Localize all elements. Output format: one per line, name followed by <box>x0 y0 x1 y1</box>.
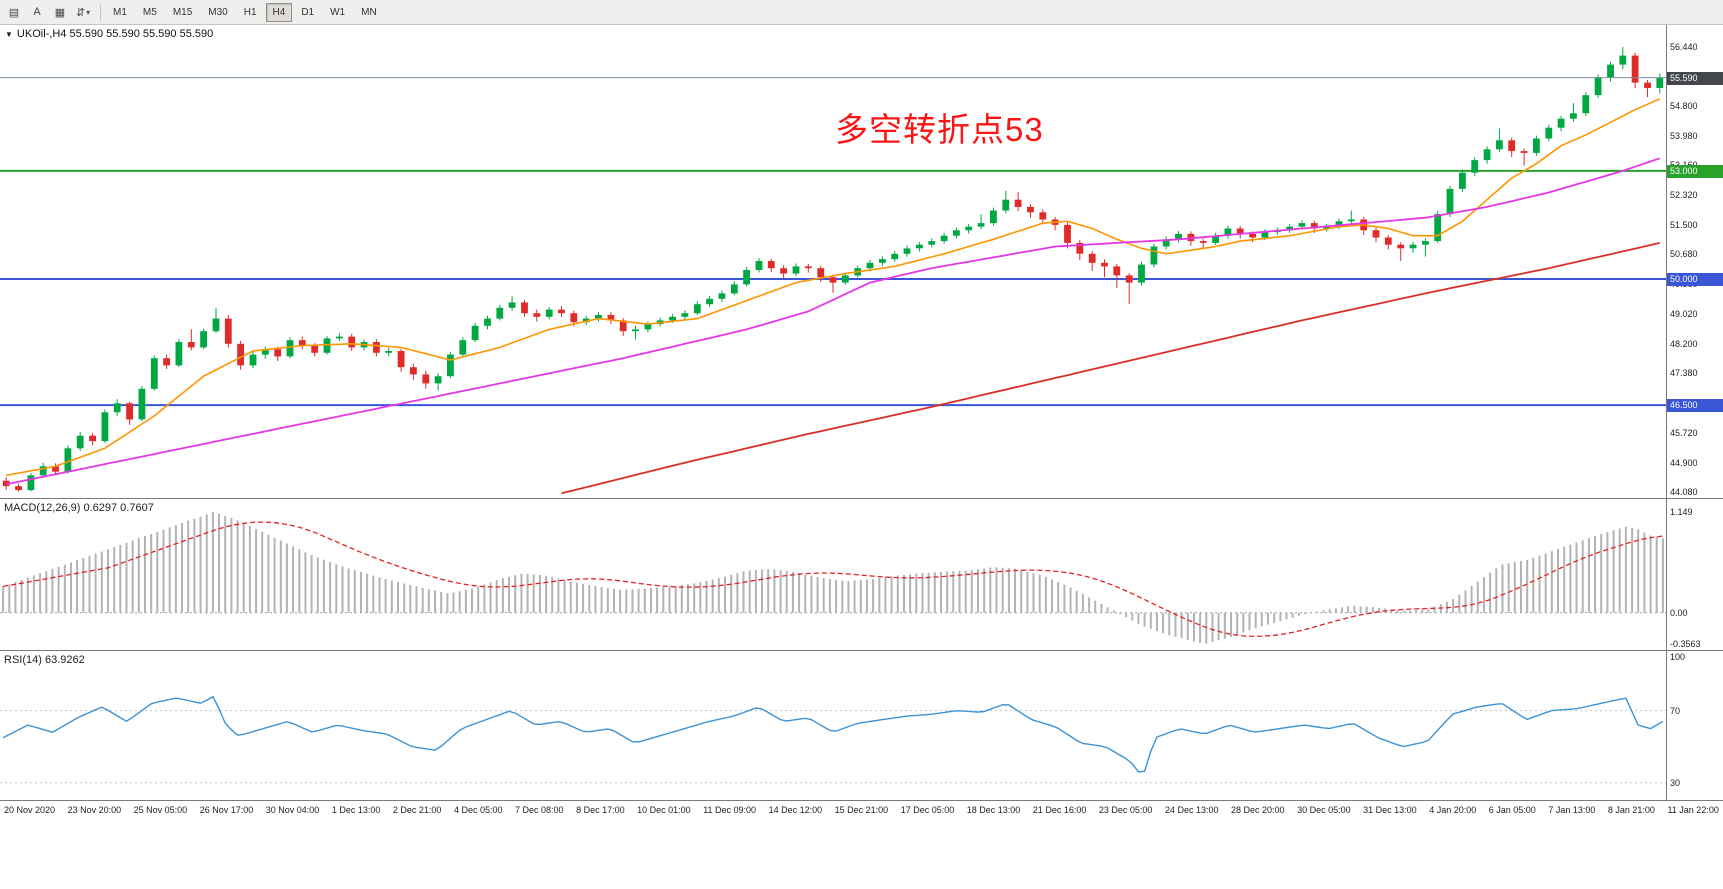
timeframe-h4[interactable]: H4 <box>265 2 293 22</box>
timeframe-m30[interactable]: M30 <box>208 6 228 18</box>
time-label: 8 Dec 17:00 <box>576 805 625 815</box>
timeframe-m5[interactable]: M5 <box>142 6 157 18</box>
chart-symbol-header: ▼ UKOil-,H4 55.590 55.590 55.590 55.590 <box>5 28 213 40</box>
price-tick: 52.320 <box>1670 190 1698 201</box>
rsi-chart[interactable] <box>0 651 1666 800</box>
price-badge-50.000: 50.000 <box>1667 272 1723 286</box>
time-label: 4 Jan 20:00 <box>1429 805 1477 815</box>
timeframe-w1[interactable]: W1 <box>330 6 346 18</box>
time-label: 15 Dec 21:00 <box>834 805 889 815</box>
time-label: 24 Dec 13:00 <box>1164 805 1219 815</box>
price-tick: 44.900 <box>1670 457 1698 468</box>
price-tick: 51.500 <box>1670 219 1698 230</box>
macd-tick: -0.3563 <box>1670 639 1701 650</box>
time-axis[interactable]: 20 Nov 2020 23 Nov 20:00 25 Nov 05:00 26 No… <box>0 801 1723 823</box>
menu-button[interactable]: ▤ <box>3 2 25 23</box>
time-label: 7 Dec 08:00 <box>515 805 564 815</box>
timeframe-m15[interactable]: M15 <box>172 6 193 18</box>
rsi-header: RSI(14) 63.9262 <box>4 654 85 666</box>
timeframe-buttons: M1 M5 M15 M30 H1 H4 D1 W1 MN <box>106 2 386 22</box>
rsi-panel[interactable]: RSI(14) 63.9262 100 70 30 <box>0 651 1723 801</box>
price-badge-55.590: 55.590 <box>1667 71 1723 85</box>
zigzag-icon: ⇵ <box>75 6 86 19</box>
price-tick: 53.980 <box>1670 130 1698 141</box>
price-tick: 50.680 <box>1670 249 1698 260</box>
candlestick-chart[interactable] <box>0 25 1666 498</box>
price-badge-46.500: 46.500 <box>1667 399 1723 413</box>
time-label: 23 Dec 05:00 <box>1098 805 1153 815</box>
time-label: 6 Jan 05:00 <box>1488 805 1536 815</box>
rsi-tick: 30 <box>1670 777 1681 788</box>
time-label: 28 Dec 20:00 <box>1231 805 1285 815</box>
macd-header: MACD(12,26,9) 0.6297 0.7607 <box>4 502 154 514</box>
price-badge-53.000: 53.000 <box>1667 164 1723 178</box>
timeframe-h1[interactable]: H1 <box>243 6 257 18</box>
main-chart-panel[interactable]: ▼ UKOil-,H4 55.590 55.590 55.590 55.590 多… <box>0 25 1723 499</box>
timeframe-d1[interactable]: D1 <box>301 6 315 18</box>
macd-tick: 1.149 <box>1670 506 1693 517</box>
macd-panel[interactable]: MACD(12,26,9) 0.6297 0.7607 1.149 0.00 -0.… <box>0 499 1723 651</box>
rsi-axis[interactable]: 100 70 30 <box>1666 651 1723 800</box>
letter-a-button[interactable]: A <box>33 6 41 18</box>
time-label: 10 Dec 01:00 <box>637 805 691 815</box>
price-tick: 47.380 <box>1670 368 1698 379</box>
time-label: 18 Dec 13:00 <box>966 805 1021 815</box>
rsi-tick: 70 <box>1670 705 1681 716</box>
toolbar-separator <box>100 3 101 21</box>
time-label: 7 Jan 13:00 <box>1548 805 1596 815</box>
timeframe-mn[interactable]: MN <box>361 6 377 18</box>
menu-icon: ▤ <box>8 6 20 19</box>
macd-chart[interactable] <box>0 499 1666 650</box>
time-label: 8 Jan 21:00 <box>1607 805 1655 815</box>
toolbar: ▤ A ▦ ⇵ ▾ M1 M5 M15 M30 H1 H4 D1 W1 MN <box>0 0 1723 25</box>
time-label: 25 Nov 05:00 <box>133 805 188 815</box>
caret-down-icon: ▾ <box>86 7 91 17</box>
price-tick: 44.080 <box>1670 487 1698 498</box>
time-label: 26 Nov 17:00 <box>199 805 254 815</box>
time-label: 4 Dec 05:00 <box>453 805 503 815</box>
time-label: 1 Dec 13:00 <box>331 805 381 815</box>
time-label: 11 Dec 09:00 <box>703 805 757 815</box>
time-label: 31 Dec 13:00 <box>1363 805 1417 815</box>
macd-tick: 0.00 <box>1670 607 1688 618</box>
grid-button[interactable]: ▦ <box>49 2 71 23</box>
price-tick: 48.200 <box>1670 338 1698 349</box>
time-label: 17 Dec 05:00 <box>900 805 955 815</box>
timeframe-m1[interactable]: M1 <box>113 6 127 18</box>
price-tick: 56.440 <box>1670 41 1698 52</box>
time-label: 23 Nov 20:00 <box>67 805 122 815</box>
indicator-dropdown-button[interactable]: ⇵ ▾ <box>72 2 94 23</box>
price-tick: 49.020 <box>1670 309 1698 320</box>
time-label: 2 Dec 21:00 <box>392 805 442 815</box>
chart-header-text: UKOil-,H4 55.590 55.590 55.590 55.590 <box>16 28 214 40</box>
main-price-axis[interactable]: 56.44054.80053.98053.16052.32051.50050.6… <box>1666 25 1723 498</box>
macd-axis[interactable]: 1.149 0.00 -0.3563 <box>1666 499 1723 650</box>
time-label: 11 Jan 22:00 <box>1667 805 1719 815</box>
price-tick: 45.720 <box>1670 428 1698 439</box>
chart-annotation[interactable]: 多空转折点53 <box>835 111 1044 148</box>
time-label: 21 Dec 16:00 <box>1032 805 1087 815</box>
time-label: 30 Nov 04:00 <box>265 805 320 815</box>
chart-dropdown-icon[interactable]: ▼ <box>5 30 13 39</box>
rsi-tick: 100 <box>1670 652 1686 662</box>
price-tick: 54.800 <box>1670 101 1698 112</box>
grid-icon: ▦ <box>54 6 66 19</box>
bottom-spacer <box>0 823 1723 889</box>
time-label: 14 Dec 12:00 <box>768 805 823 815</box>
time-label: 20 Nov 2020 <box>4 805 56 815</box>
time-label: 30 Dec 05:00 <box>1297 805 1351 815</box>
